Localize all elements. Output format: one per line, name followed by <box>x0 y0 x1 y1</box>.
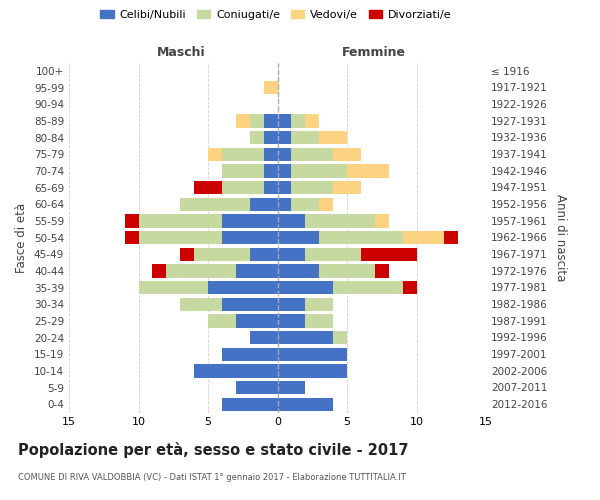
Bar <box>277 331 333 344</box>
Bar <box>277 248 305 261</box>
Bar <box>222 298 277 311</box>
Legend: Celibi/Nubili, Coniugati/e, Vedovi/e, Divorziati/e: Celibi/Nubili, Coniugati/e, Vedovi/e, Di… <box>96 6 456 25</box>
Bar <box>277 231 319 244</box>
Bar <box>180 298 222 311</box>
Bar <box>319 231 403 244</box>
Bar <box>194 248 250 261</box>
Bar <box>222 148 263 161</box>
Bar <box>277 114 292 128</box>
Bar <box>305 114 319 128</box>
Bar <box>236 264 277 278</box>
Bar <box>305 248 361 261</box>
Bar <box>236 381 277 394</box>
Bar <box>277 198 292 211</box>
Bar <box>333 181 361 194</box>
Bar <box>277 348 347 361</box>
Bar <box>277 164 292 177</box>
Bar <box>277 398 333 411</box>
Bar <box>139 281 208 294</box>
Bar <box>319 198 333 211</box>
Bar <box>222 214 277 228</box>
Bar <box>194 181 222 194</box>
Bar <box>222 231 277 244</box>
Bar <box>444 231 458 244</box>
Bar <box>222 164 263 177</box>
Bar <box>277 131 292 144</box>
Bar <box>333 331 347 344</box>
Bar <box>250 198 277 211</box>
Bar <box>222 181 263 194</box>
Bar <box>236 114 250 128</box>
Bar <box>277 181 292 194</box>
Bar <box>125 214 139 228</box>
Bar <box>277 364 347 378</box>
Bar <box>263 114 277 128</box>
Bar <box>403 231 444 244</box>
Bar <box>292 131 319 144</box>
Text: Femmine: Femmine <box>341 46 406 59</box>
Bar <box>305 298 333 311</box>
Bar <box>263 181 277 194</box>
Bar <box>125 231 139 244</box>
Bar <box>152 264 166 278</box>
Bar <box>263 148 277 161</box>
Bar <box>361 248 416 261</box>
Bar <box>236 314 277 328</box>
Bar <box>292 181 333 194</box>
Bar <box>250 248 277 261</box>
Bar <box>277 314 305 328</box>
Bar <box>319 131 347 144</box>
Bar <box>208 281 277 294</box>
Bar <box>222 398 277 411</box>
Bar <box>277 264 319 278</box>
Y-axis label: Anni di nascita: Anni di nascita <box>554 194 567 281</box>
Y-axis label: Fasce di età: Fasce di età <box>16 202 28 272</box>
Bar <box>222 348 277 361</box>
Bar <box>333 148 361 161</box>
Bar <box>277 281 333 294</box>
Bar <box>292 198 319 211</box>
Bar <box>375 214 389 228</box>
Bar <box>292 114 305 128</box>
Bar <box>139 214 222 228</box>
Bar <box>292 148 333 161</box>
Text: Maschi: Maschi <box>157 46 206 59</box>
Bar <box>347 164 389 177</box>
Bar <box>305 314 333 328</box>
Bar <box>194 364 277 378</box>
Bar <box>180 248 194 261</box>
Bar <box>403 281 416 294</box>
Bar <box>277 381 305 394</box>
Text: COMUNE DI RIVA VALDOBBIA (VC) - Dati ISTAT 1° gennaio 2017 - Elaborazione TUTTIT: COMUNE DI RIVA VALDOBBIA (VC) - Dati IST… <box>18 472 406 482</box>
Bar <box>250 114 263 128</box>
Bar <box>180 198 250 211</box>
Bar <box>139 231 222 244</box>
Bar <box>208 314 236 328</box>
Bar <box>292 164 347 177</box>
Bar <box>208 148 222 161</box>
Bar <box>263 131 277 144</box>
Bar <box>263 164 277 177</box>
Bar <box>333 281 403 294</box>
Bar <box>277 214 305 228</box>
Bar <box>277 148 292 161</box>
Text: Popolazione per età, sesso e stato civile - 2017: Popolazione per età, sesso e stato civil… <box>18 442 409 458</box>
Bar <box>263 81 277 94</box>
Bar <box>305 214 375 228</box>
Bar <box>375 264 389 278</box>
Bar <box>277 298 305 311</box>
Bar <box>250 131 263 144</box>
Bar <box>250 331 277 344</box>
Bar <box>319 264 375 278</box>
Bar <box>166 264 236 278</box>
